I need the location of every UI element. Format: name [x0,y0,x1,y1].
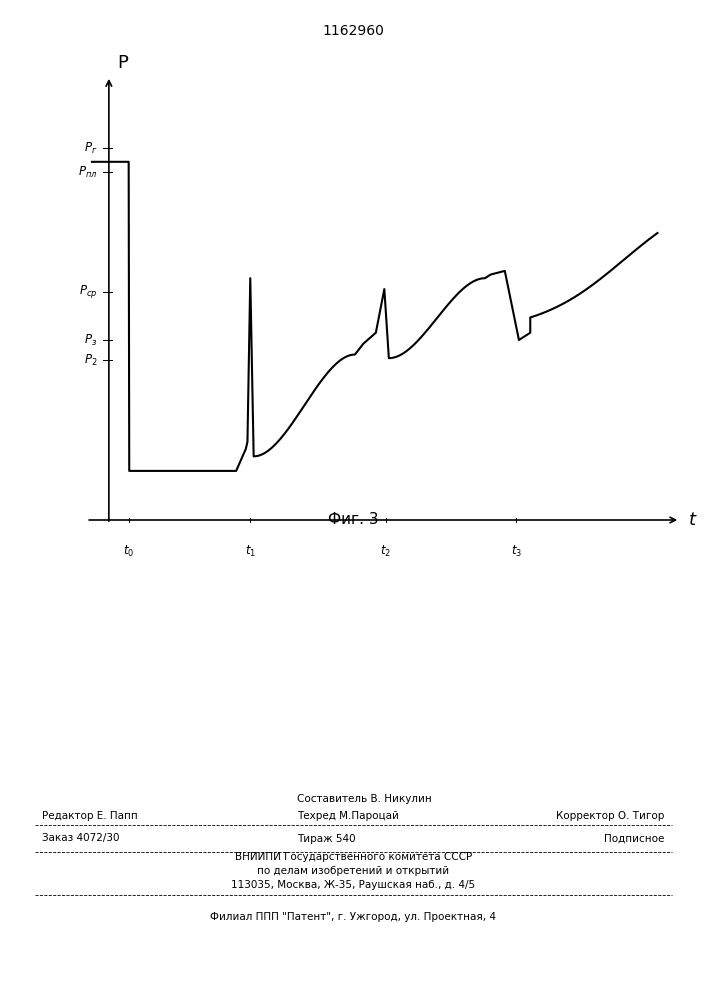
Text: $P_з$: $P_з$ [84,332,98,348]
Text: 1162960: 1162960 [322,24,385,38]
Text: $t_3$: $t_3$ [510,544,522,559]
Text: $P_{ср}$: $P_{ср}$ [79,284,98,300]
Text: $t_0$: $t_0$ [123,544,134,559]
Text: $P_2$: $P_2$ [84,352,98,368]
Text: Редактор Е. Папп: Редактор Е. Папп [42,811,138,821]
Text: по делам изобретений и открытий: по делам изобретений и открытий [257,865,450,876]
Text: ВНИИПИ Государственного комитета СССР: ВНИИПИ Государственного комитета СССР [235,851,472,861]
Text: Фиг. 3: Фиг. 3 [328,512,379,527]
Text: P: P [117,54,129,72]
Text: t: t [689,511,696,529]
Text: Техред М.Пароцай: Техред М.Пароцай [297,811,399,821]
Text: Составитель В. Никулин: Составитель В. Никулин [297,794,432,804]
Text: Заказ 4072/30: Заказ 4072/30 [42,834,120,844]
Text: $t_1$: $t_1$ [245,544,256,559]
Text: $P_{пл}$: $P_{пл}$ [78,164,98,180]
Text: Подписное: Подписное [604,834,665,844]
Text: $P_г$: $P_г$ [84,140,98,156]
Text: 113035, Москва, Ж-35, Раушская наб., д. 4/5: 113035, Москва, Ж-35, Раушская наб., д. … [231,880,476,890]
Text: Филиал ППП "Патент", г. Ужгород, ул. Проектная, 4: Филиал ППП "Патент", г. Ужгород, ул. Про… [211,912,496,922]
Text: Корректор О. Тигор: Корректор О. Тигор [556,811,665,821]
Text: Тираж 540: Тираж 540 [297,834,356,844]
Text: $t_2$: $t_2$ [380,544,392,559]
